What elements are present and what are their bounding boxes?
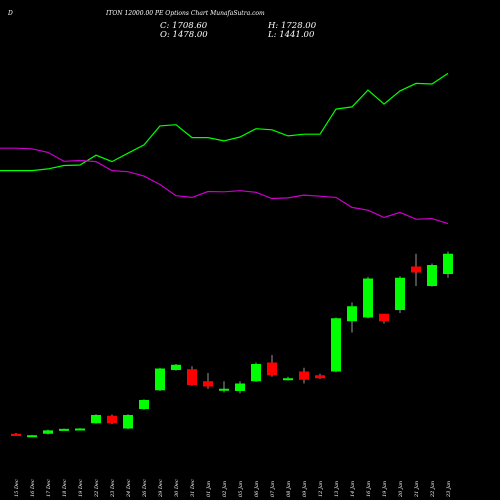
candle-up: [43, 430, 53, 434]
candle-up: [75, 428, 85, 431]
low-value: L: 1441.00: [267, 30, 315, 40]
x-tick-label: 22 Jan: [430, 481, 436, 498]
x-tick-label: 29 Dec: [158, 479, 164, 498]
x-tick-label: 19 Dec: [78, 479, 84, 497]
candle-down: [203, 381, 213, 387]
upper-indicator-line: [0, 72, 449, 172]
x-tick-label: 17 Dec: [46, 479, 52, 497]
candles-group: [11, 251, 453, 438]
candle-down: [299, 371, 309, 380]
candle-up: [171, 364, 181, 370]
x-tick-label: 20 Jan: [398, 481, 404, 498]
candle-up: [251, 364, 261, 382]
x-tick-label: 06 Jan: [254, 481, 260, 497]
x-tick-label: 21 Jan: [414, 481, 420, 498]
chart-title: ITON 12000.00 PE Options Chart MunafaSut…: [105, 10, 265, 17]
candle-up: [219, 388, 229, 391]
candle-down: [187, 369, 197, 385]
x-tick-label: 24 Dec: [126, 479, 132, 498]
x-tick-label: 23 Dec: [110, 479, 116, 498]
x-tick-label: 08 Jan: [286, 481, 292, 497]
candle-down: [411, 266, 421, 273]
x-tick-label: 01 Jan: [206, 481, 212, 497]
candle-up: [155, 368, 165, 391]
x-tick-label: 07 Jan: [270, 481, 276, 497]
open-value: O: 1478.00: [160, 30, 208, 40]
candle-down: [315, 375, 325, 379]
x-tick-label: 19 Jan: [382, 481, 388, 497]
candle-up: [91, 415, 101, 424]
candle-down: [267, 362, 277, 376]
candle-up: [283, 378, 293, 381]
x-tick-label: 23 Jan: [446, 481, 452, 498]
x-tick-label: 16 Jan: [366, 481, 372, 497]
candle-up: [123, 415, 133, 429]
x-tick-label: 02 Jan: [222, 481, 228, 497]
x-tick-label: 13 Jan: [334, 481, 340, 497]
x-tick-label: 31 Dec: [190, 479, 196, 497]
high-value: H: 1728.00: [267, 21, 317, 31]
candle-up: [347, 306, 357, 322]
x-tick-label: 26 Dec: [142, 479, 148, 498]
candle-down: [11, 433, 21, 436]
candle-up: [443, 253, 453, 274]
x-tick-label: 09 Jan: [302, 481, 308, 497]
x-axis-labels: 15 Dec 16 Dec 17 Dec 18 Dec 19 Dec 22 Dec 23 D…: [14, 479, 452, 498]
x-tick-label: 15 Dec: [14, 479, 20, 497]
candle-up: [59, 428, 69, 431]
x-tick-label: 30 Dec: [174, 479, 180, 497]
x-tick-label: 14 Jan: [350, 481, 356, 497]
candle-up: [363, 278, 373, 318]
candle-up: [395, 277, 405, 310]
candle-up: [27, 435, 37, 438]
x-tick-label: 12 Jan: [318, 481, 324, 497]
x-tick-label: 22 Dec: [94, 479, 100, 498]
candle-up: [331, 318, 341, 372]
candle-up: [235, 383, 245, 391]
candle-up: [427, 265, 437, 286]
candle-down: [379, 313, 389, 322]
lower-indicator-line: [0, 147, 449, 225]
candle-down: [107, 415, 117, 424]
x-tick-label: 05 Jan: [238, 481, 244, 497]
candle-up: [139, 400, 149, 409]
close-value: C: 1708.60: [160, 21, 208, 31]
x-tick-label: 18 Dec: [62, 479, 68, 497]
x-tick-label: 16 Dec: [30, 479, 36, 497]
chart-title-prefix: D: [7, 10, 13, 17]
